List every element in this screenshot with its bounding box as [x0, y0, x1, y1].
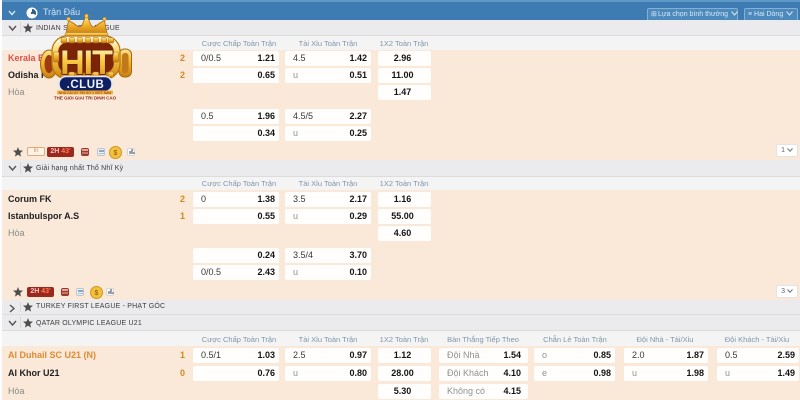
svg-text:$: $ — [95, 290, 99, 297]
svg-text:THE GIOI GIAI TRI DINH CAO: THE GIOI GIAI TRI DINH CAO — [54, 96, 117, 101]
svg-text:.CLUB: .CLUB — [67, 79, 105, 91]
svg-text:$: $ — [114, 150, 118, 157]
svg-text:NHA CAI UY TIN SO 1 VIET NAM: NHA CAI UY TIN SO 1 VIET NAM — [59, 91, 112, 95]
